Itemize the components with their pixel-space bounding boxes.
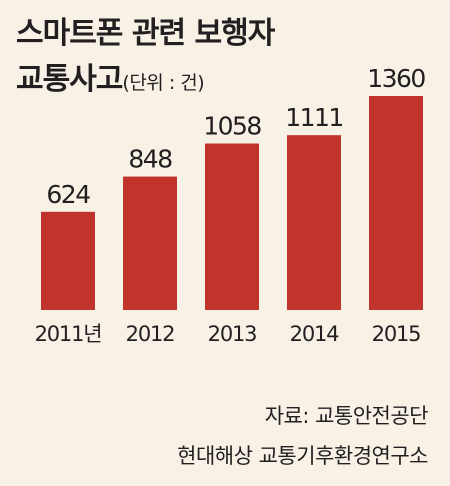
bar-2012 xyxy=(123,176,177,310)
bar-2013 xyxy=(205,143,259,310)
category-label-2011년: 2011년 xyxy=(35,322,102,346)
data-label-2015: 1360 xyxy=(367,64,425,93)
category-label-2013: 2013 xyxy=(208,322,257,346)
data-label-2012: 848 xyxy=(128,145,172,174)
bar-2015 xyxy=(369,96,423,310)
category-label-2015: 2015 xyxy=(372,322,421,346)
chart-title-main: 교통사고 xyxy=(16,62,123,97)
chart-title-line1: 스마트폰 관련 보행자 xyxy=(16,16,275,51)
bar-2014 xyxy=(287,135,341,310)
chart-title-line2: 교통사고(단위 : 건) xyxy=(16,54,205,98)
data-label-2013: 1058 xyxy=(203,112,261,141)
data-label-2014: 1111 xyxy=(285,103,343,132)
category-label-2014: 2014 xyxy=(290,322,339,346)
source-line-1: 자료: 교통안전공단 xyxy=(264,404,429,428)
unit-label: (단위 : 건) xyxy=(122,72,205,94)
source-line-2: 현대해상 교통기후환경연구소 xyxy=(177,444,428,468)
data-label-2011년: 624 xyxy=(46,180,90,209)
category-label-2012: 2012 xyxy=(126,322,175,346)
bar-2011년 xyxy=(41,211,95,310)
